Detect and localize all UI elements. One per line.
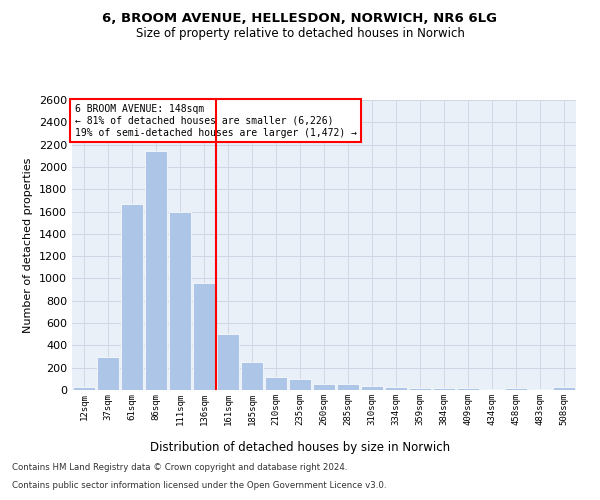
Text: Contains public sector information licensed under the Open Government Licence v3: Contains public sector information licen… bbox=[12, 481, 386, 490]
Bar bbox=[265, 376, 287, 390]
Text: Contains HM Land Registry data © Crown copyright and database right 2024.: Contains HM Land Registry data © Crown c… bbox=[12, 464, 347, 472]
Bar bbox=[289, 379, 311, 390]
Bar bbox=[145, 152, 167, 390]
Bar bbox=[505, 388, 527, 390]
Bar bbox=[217, 334, 239, 390]
Bar bbox=[241, 362, 263, 390]
Bar bbox=[553, 387, 575, 390]
Bar bbox=[313, 384, 335, 390]
Bar bbox=[409, 388, 431, 390]
Bar bbox=[97, 356, 119, 390]
Bar bbox=[337, 384, 359, 390]
Text: 6 BROOM AVENUE: 148sqm
← 81% of detached houses are smaller (6,226)
19% of semi-: 6 BROOM AVENUE: 148sqm ← 81% of detached… bbox=[74, 104, 356, 138]
Text: 6, BROOM AVENUE, HELLESDON, NORWICH, NR6 6LG: 6, BROOM AVENUE, HELLESDON, NORWICH, NR6… bbox=[103, 12, 497, 26]
Bar bbox=[73, 387, 95, 390]
Bar bbox=[457, 388, 479, 390]
Text: Size of property relative to detached houses in Norwich: Size of property relative to detached ho… bbox=[136, 28, 464, 40]
Y-axis label: Number of detached properties: Number of detached properties bbox=[23, 158, 34, 332]
Bar bbox=[433, 388, 455, 390]
Bar bbox=[121, 204, 143, 390]
Bar bbox=[169, 212, 191, 390]
Bar bbox=[193, 283, 215, 390]
Bar bbox=[385, 386, 407, 390]
Bar bbox=[361, 386, 383, 390]
Text: Distribution of detached houses by size in Norwich: Distribution of detached houses by size … bbox=[150, 441, 450, 454]
